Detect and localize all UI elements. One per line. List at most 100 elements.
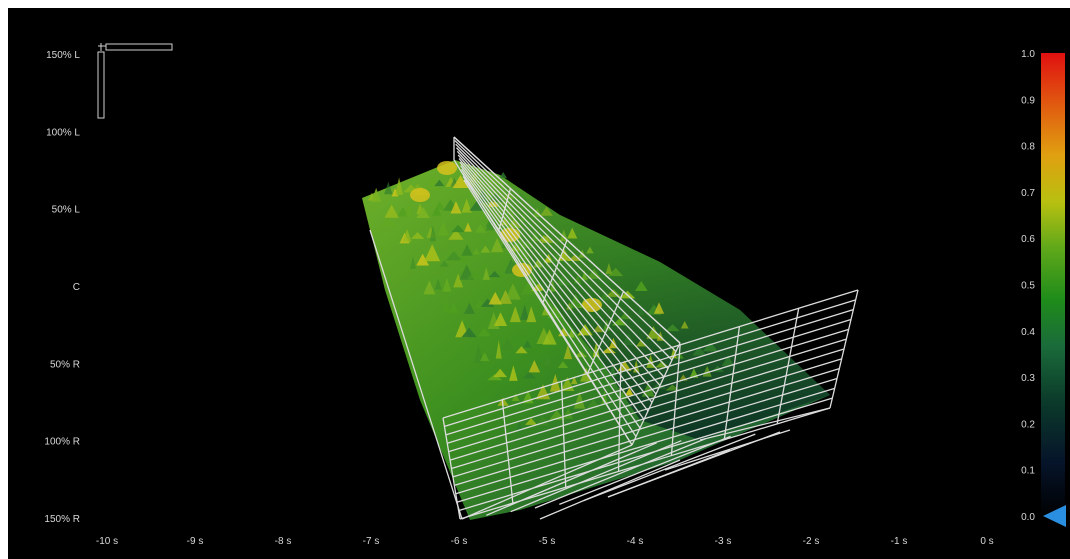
x-tick-label: -5 s <box>539 536 556 547</box>
surface-peak <box>509 306 521 323</box>
grid-line <box>448 328 849 453</box>
y-tick-label: 50% R <box>50 359 80 370</box>
grid-line <box>460 165 649 412</box>
surface-peak <box>526 306 537 323</box>
surface-peak <box>416 253 430 266</box>
y-tick-label: C <box>73 282 80 293</box>
grid-line <box>456 150 665 378</box>
surface-peak <box>692 345 706 356</box>
colorbar-tick-label: 0.9 <box>1021 95 1035 106</box>
x-tick-label: -1 s <box>891 536 908 547</box>
grid-line <box>510 440 682 513</box>
surface-peak <box>381 216 396 226</box>
surface-peak <box>371 187 382 202</box>
surface-peak <box>395 177 404 195</box>
surface-peak <box>451 224 465 233</box>
surface-peak <box>680 321 689 329</box>
surface-peak <box>405 201 413 218</box>
surface-peak <box>549 373 561 392</box>
grid-line <box>559 435 731 505</box>
spectrogram-surface <box>362 160 830 520</box>
colorbar-tick-label: 0.1 <box>1021 466 1035 477</box>
grid-line <box>442 289 859 419</box>
x-tick-label: -10 s <box>96 536 118 547</box>
surface-peak <box>542 329 557 345</box>
grid-line <box>607 449 731 498</box>
surface-peak <box>477 327 491 337</box>
surface-peak <box>452 175 469 189</box>
surface-peak <box>646 326 661 339</box>
surface-peak <box>544 354 551 366</box>
surface-peak <box>653 302 665 314</box>
surface-peak <box>435 201 445 210</box>
grid-line <box>461 444 633 520</box>
surface-far-region <box>500 175 830 440</box>
x-tick-label: -2 s <box>803 536 820 547</box>
colorbar-slider-icon[interactable] <box>1043 505 1066 527</box>
surface-peak <box>540 206 553 216</box>
colorbar-gradient <box>1041 53 1065 518</box>
grid-line <box>458 397 833 512</box>
x-axis: -10 s -9 s -8 s -7 s -6 s -5 s -4 s -3 s -2 s -1 … <box>96 536 994 547</box>
grid-line <box>462 176 637 437</box>
y-tick-label: 50% L <box>52 205 81 216</box>
surface-peak <box>619 312 631 320</box>
surface-peak <box>473 343 484 363</box>
surface-peak <box>493 368 507 378</box>
surface-peak <box>434 179 445 187</box>
surface-peak <box>637 302 645 315</box>
surface-peak <box>557 361 569 369</box>
colorbar-tick-label: 0.4 <box>1021 327 1035 338</box>
grid-line <box>583 433 756 502</box>
x-tick-label: -8 s <box>275 536 292 547</box>
colorbar-tick-label: 0.5 <box>1021 281 1035 292</box>
position-indicator <box>97 43 173 119</box>
grid-line <box>664 429 791 471</box>
grid-line <box>458 158 657 395</box>
surface-peak <box>446 250 462 261</box>
surface-peak <box>568 328 575 338</box>
surface-peak <box>423 280 436 295</box>
grid-line <box>453 136 681 344</box>
grid-line <box>454 140 677 352</box>
surface-peak <box>439 260 449 267</box>
grid-line <box>534 437 707 509</box>
surface-peak <box>499 171 507 179</box>
surface-peak <box>402 229 412 242</box>
surface-peak <box>448 229 464 240</box>
y-tick-label: 150% L <box>46 50 80 61</box>
colorbar-tick-label: 1.0 <box>1021 49 1035 60</box>
grid-line <box>463 179 633 446</box>
surface-peak <box>437 221 449 236</box>
surface-peak <box>424 244 441 262</box>
x-tick-label: -7 s <box>363 536 380 547</box>
surface-peak <box>624 387 634 396</box>
surface-peak <box>490 237 504 253</box>
surface-peak <box>500 218 509 226</box>
surface-peak <box>513 193 529 201</box>
grid-line <box>452 358 842 478</box>
surface-peak <box>461 244 473 256</box>
grid-line <box>449 338 847 461</box>
colorbar-ticks: 1.0 0.9 0.8 0.7 0.6 0.5 0.4 0.3 0.2 0.1 0.0 <box>1021 49 1035 523</box>
x-tick-label: -9 s <box>187 536 204 547</box>
surface-peak <box>721 355 735 367</box>
surface-peak <box>563 344 573 360</box>
x-tick-label: -3 s <box>715 536 732 547</box>
surface-peak <box>601 390 608 405</box>
surface-peak <box>498 289 512 304</box>
y-tick-label: 100% R <box>44 437 80 448</box>
surface-peak <box>519 240 534 248</box>
grid-line <box>444 299 856 428</box>
grid-line <box>461 172 641 429</box>
grid-line <box>447 318 852 444</box>
colorbar-tick-label: 0.2 <box>1021 419 1035 430</box>
grid-line <box>369 229 463 520</box>
surface-peak <box>540 234 554 244</box>
surface-peak <box>521 213 534 226</box>
surface-peak <box>416 206 430 218</box>
surface-peak <box>488 291 503 305</box>
surface-peak <box>573 391 586 409</box>
surface-peak <box>458 255 468 262</box>
